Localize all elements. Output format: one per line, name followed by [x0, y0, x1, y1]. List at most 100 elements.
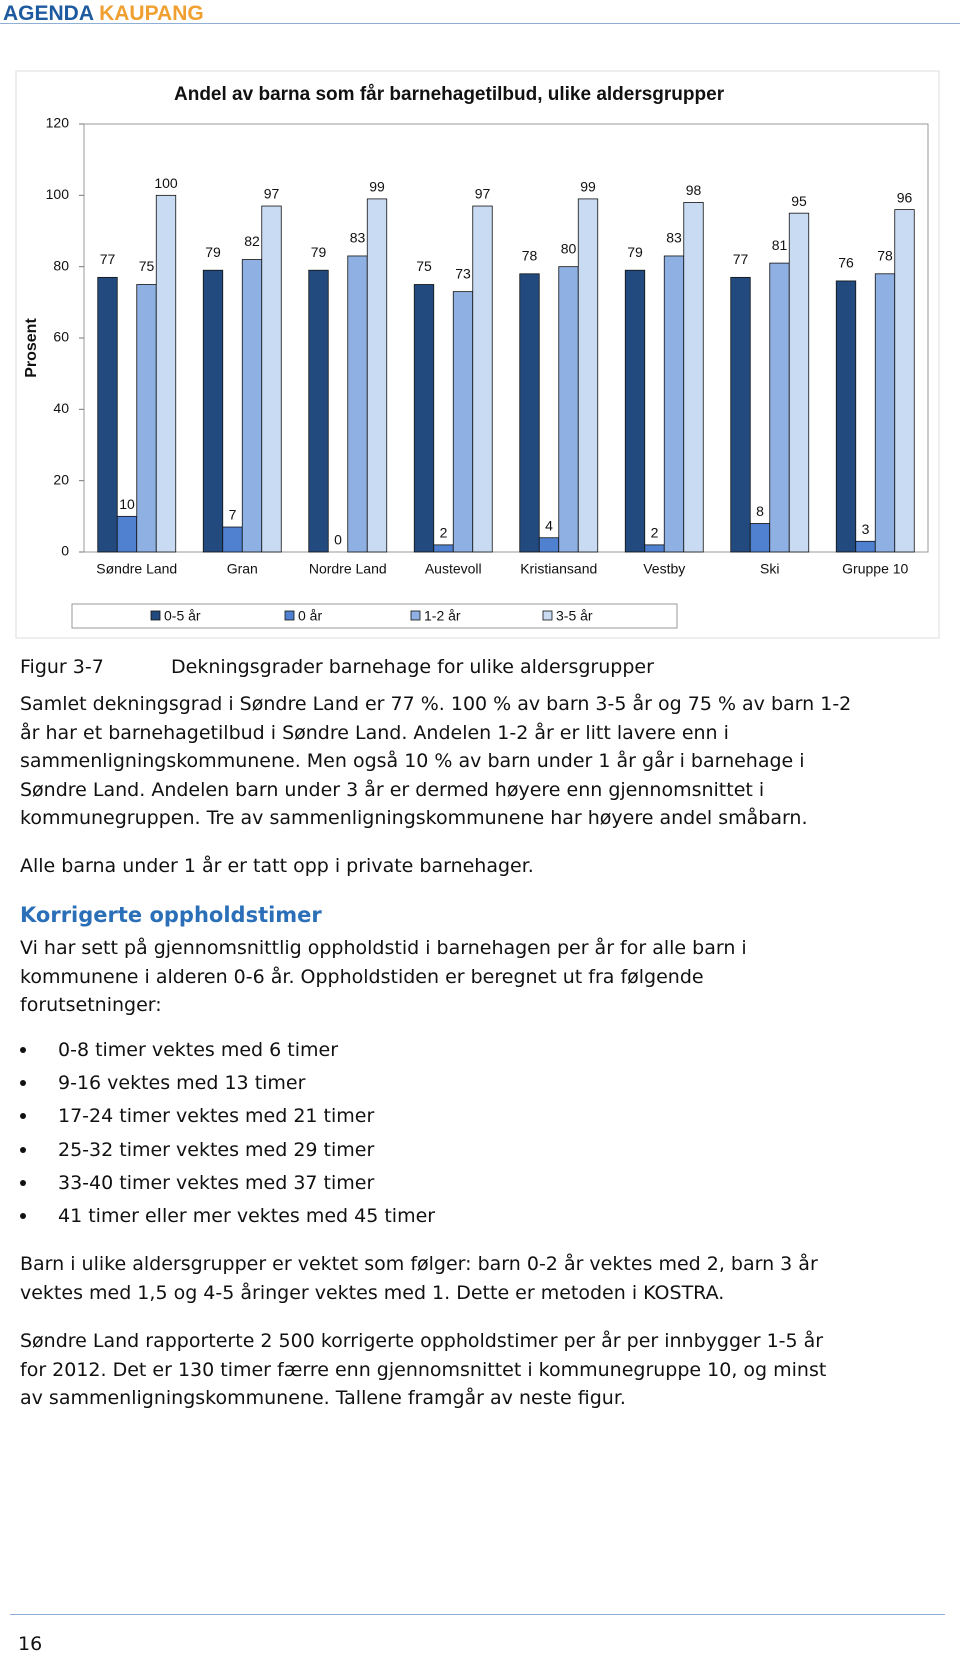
data-label: 78 [877, 248, 893, 264]
y-tick-label: 120 [46, 115, 70, 131]
y-axis-label: Prosent [23, 318, 40, 378]
y-tick-label: 20 [53, 471, 69, 487]
bullet-dot [20, 1179, 26, 1186]
data-label: 79 [627, 244, 643, 260]
data-label: 83 [350, 230, 366, 246]
figure-label: Figur 3-7 [20, 656, 104, 678]
bar [749, 523, 771, 553]
legend-swatch [150, 610, 161, 621]
paragraph-line: vektes med 1,5 og 4-5 åringer vektes med… [20, 1281, 725, 1304]
bullet-item: 25-32 timer vektes med 29 timer [58, 1138, 375, 1161]
paragraph-line: kommunegruppen. Tre av sammenligningskom… [20, 807, 808, 829]
data-label: 99 [580, 179, 596, 195]
x-tick-label: Nordre Land [309, 561, 387, 577]
bullet-dot [20, 1213, 26, 1219]
legend-label: 0 år [298, 608, 322, 624]
paragraph-line: Samlet dekningsgrad i Søndre Land er 77 … [20, 693, 852, 715]
paragraph-line: år har et barnehagetilbud i Søndre Land.… [20, 721, 729, 744]
bar [222, 526, 243, 553]
data-label: 100 [154, 175, 178, 191]
bar [644, 544, 665, 553]
data-label: 98 [686, 182, 702, 198]
bullet-item: 0-8 timer vektes med 6 timer [58, 1039, 339, 1061]
bullet-dot [20, 1146, 26, 1153]
data-label: 77 [733, 251, 749, 267]
bar [894, 209, 915, 553]
bar [769, 262, 790, 553]
bar [308, 269, 329, 553]
chart-title: Andel av barna som får barnehagetilbud, … [174, 84, 725, 105]
x-tick-label: Ski [760, 561, 779, 577]
legend-swatch [542, 610, 553, 621]
bar [788, 212, 810, 553]
data-label: 76 [838, 255, 854, 271]
paragraph-line: av sammenligningskommunene. Tallene fram… [20, 1387, 626, 1409]
x-tick-label: Austevoll [425, 561, 482, 577]
bar [577, 198, 599, 553]
data-label: 78 [522, 248, 538, 264]
data-label: 75 [139, 258, 155, 274]
data-label: 81 [772, 237, 788, 253]
chart-frame [15, 70, 940, 639]
bar [155, 194, 177, 553]
logo: AGENDA KAUPANG [3, 2, 204, 26]
paragraph-line: for 2012. Det er 130 timer færre enn gje… [20, 1358, 827, 1381]
bar [683, 202, 704, 553]
data-label: 75 [416, 258, 432, 274]
bar [452, 291, 474, 553]
chart: Andel av barna som får barnehagetilbud, … [15, 70, 940, 639]
paragraph-line: Alle barna under 1 år er tatt opp i priv… [20, 855, 534, 877]
data-label: 79 [205, 244, 221, 260]
legend-label: 3-5 år [556, 608, 593, 624]
paragraph-line: Barn i ulike aldersgrupper er vektet som… [20, 1253, 818, 1275]
bar [663, 255, 685, 553]
data-label: 7 [229, 507, 237, 523]
data-label: 73 [455, 265, 471, 281]
bar [366, 198, 388, 553]
logo-left: AGENDA [3, 2, 94, 25]
data-label: 3 [862, 521, 870, 537]
footer-rule [10, 1614, 945, 1615]
logo-right: KAUPANG [99, 2, 204, 25]
bar [261, 205, 282, 553]
data-label: 80 [561, 240, 577, 256]
header-rule [0, 23, 960, 24]
bar [538, 537, 560, 553]
x-tick-label: Gran [227, 561, 258, 577]
data-label: 0 [334, 532, 342, 548]
bar [558, 266, 579, 553]
bar [202, 269, 224, 553]
y-tick-label: 0 [61, 543, 69, 559]
paragraph-line: kommunene i alderen 0-6 år. Oppholdstide… [20, 965, 704, 988]
paragraph-line: forutsetninger: [20, 994, 162, 1016]
x-tick-label: Søndre Land [96, 561, 177, 577]
y-tick-label: 40 [53, 400, 69, 416]
bullet-item: 41 timer eller mer vektes med 45 timer [58, 1205, 436, 1227]
y-tick-label: 100 [46, 186, 70, 202]
legend-label: 1-2 år [424, 608, 461, 624]
data-label: 83 [666, 230, 682, 246]
bar [519, 273, 540, 553]
paragraph-line: Søndre Land rapporterte 2 500 korrigerte… [20, 1330, 824, 1352]
bar [835, 280, 857, 553]
y-tick-label: 80 [53, 257, 69, 273]
data-label: 97 [264, 186, 280, 202]
bar [97, 276, 118, 553]
bar [241, 259, 263, 553]
bar [874, 273, 896, 553]
data-label: 2 [440, 525, 448, 541]
paragraph-line: sammenligningskommunene. Men også 10 % a… [20, 750, 805, 772]
bullet-dot [20, 1080, 26, 1087]
bar [730, 276, 751, 553]
legend-swatch [410, 610, 421, 621]
bar [136, 284, 157, 553]
bar [413, 284, 435, 553]
bar [116, 515, 138, 553]
bar [472, 205, 493, 553]
bullet-item: 33-40 timer vektes med 37 timer [58, 1171, 375, 1194]
legend-box [71, 603, 678, 629]
data-label: 79 [311, 244, 327, 260]
section-heading: Korrigerte oppholdstimer [20, 903, 322, 927]
x-tick-label: Vestby [643, 561, 685, 577]
